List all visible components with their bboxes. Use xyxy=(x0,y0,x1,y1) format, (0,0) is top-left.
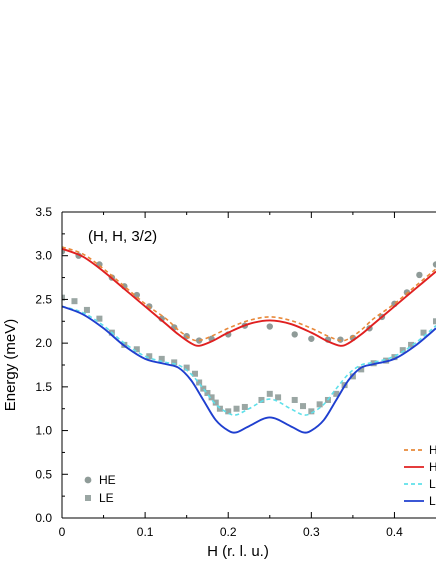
le-point xyxy=(96,315,103,322)
le-point xyxy=(399,347,406,354)
chart-annotation: (H, H, 3/2) xyxy=(88,228,157,245)
le-point xyxy=(204,389,211,396)
plot-content xyxy=(62,246,436,434)
le-point xyxy=(146,353,153,360)
le-point xyxy=(275,394,282,401)
y-tick-label: 2.5 xyxy=(35,292,52,306)
he-point xyxy=(432,261,436,268)
y-tick-label: 3.5 xyxy=(35,205,52,219)
le-point xyxy=(358,366,365,373)
x-tick-label: 0.1 xyxy=(137,525,154,539)
le-point xyxy=(200,385,207,392)
le-point xyxy=(158,355,165,362)
legend-line-label: L xyxy=(429,477,436,491)
le-point xyxy=(266,390,273,397)
le-point xyxy=(258,396,265,403)
x-axis-title: H (r. l. u.) xyxy=(207,543,269,560)
le-point xyxy=(208,394,215,401)
le-point xyxy=(225,408,232,415)
le-point xyxy=(391,354,398,361)
le-point xyxy=(241,403,248,410)
le-fit-dashed-line xyxy=(62,305,436,416)
le-point xyxy=(308,408,315,415)
le-point xyxy=(300,403,307,410)
le-point xyxy=(420,329,427,336)
y-tick-label: 2.0 xyxy=(35,336,52,350)
x-tick-label: 0 xyxy=(59,525,66,539)
le-point xyxy=(333,390,340,397)
x-tick-label: 0.4 xyxy=(386,525,403,539)
legend-marker-le xyxy=(85,495,91,501)
le-point xyxy=(133,346,140,353)
le-point xyxy=(433,318,436,325)
plot-area xyxy=(62,246,436,434)
y-tick-label: 1.5 xyxy=(35,380,52,394)
he-point xyxy=(133,291,140,299)
le-point xyxy=(171,359,178,366)
legend-line-label: L xyxy=(429,494,436,508)
he-point xyxy=(416,271,423,279)
le-point xyxy=(233,405,240,412)
he-point xyxy=(266,323,273,330)
le-point xyxy=(216,405,223,412)
he-fit-dashed-line xyxy=(62,246,436,342)
le-point xyxy=(191,370,198,377)
legend-line-label: H xyxy=(429,443,436,457)
le-point xyxy=(62,294,65,301)
le-point xyxy=(316,401,323,408)
le-point xyxy=(349,373,356,380)
y-tick-label: 0.5 xyxy=(35,467,52,481)
he-point xyxy=(291,331,298,338)
legend-marker-he xyxy=(84,476,92,484)
le-point xyxy=(71,298,78,305)
legend-label: LE xyxy=(99,491,114,505)
y-tick-label: 1.0 xyxy=(35,424,52,438)
legend-label: HE xyxy=(99,473,116,487)
le-point xyxy=(408,341,415,348)
legend-line-label: H xyxy=(429,460,436,474)
x-tick-label: 0.3 xyxy=(303,525,320,539)
x-tick-label: 0.2 xyxy=(220,525,237,539)
he-fit-solid-line xyxy=(62,247,436,347)
y-tick-label: 0.0 xyxy=(35,511,52,525)
le-point xyxy=(196,379,203,386)
le-fit-solid-line xyxy=(62,305,436,434)
he-point xyxy=(337,336,344,343)
y-tick-label: 3.0 xyxy=(35,249,52,263)
le-point xyxy=(291,396,298,403)
y-axis-title: Energy (meV) xyxy=(2,319,19,412)
axes: 0.0 0.5 1.0 1.5 2.0 2.5 3.0 3.5 0 0.1 0.2 0.3 0.4 xyxy=(35,205,436,539)
le-point xyxy=(183,364,190,371)
he-point xyxy=(308,335,315,342)
le-point xyxy=(212,399,219,406)
le-point xyxy=(83,306,90,313)
